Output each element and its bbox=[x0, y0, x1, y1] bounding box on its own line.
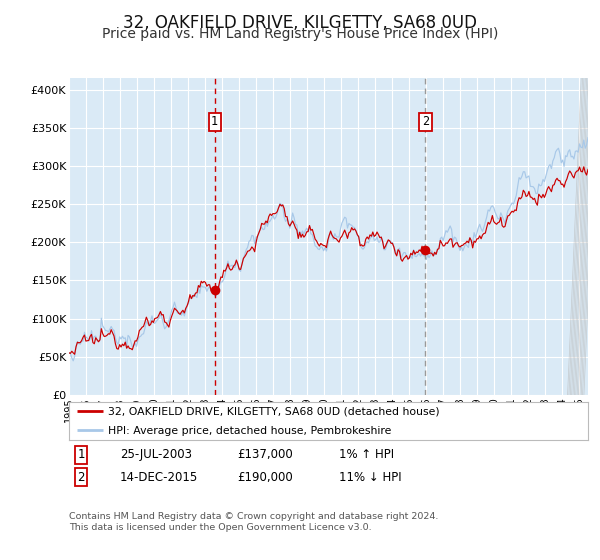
Text: 25-JUL-2003: 25-JUL-2003 bbox=[120, 448, 192, 461]
Text: HPI: Average price, detached house, Pembrokeshire: HPI: Average price, detached house, Pemb… bbox=[108, 426, 391, 436]
Text: 1: 1 bbox=[211, 115, 218, 128]
Text: 2: 2 bbox=[422, 115, 429, 128]
Text: Contains HM Land Registry data © Crown copyright and database right 2024.
This d: Contains HM Land Registry data © Crown c… bbox=[69, 512, 439, 532]
Text: 11% ↓ HPI: 11% ↓ HPI bbox=[339, 470, 401, 484]
Text: 32, OAKFIELD DRIVE, KILGETTY, SA68 0UD: 32, OAKFIELD DRIVE, KILGETTY, SA68 0UD bbox=[123, 14, 477, 32]
Text: 1% ↑ HPI: 1% ↑ HPI bbox=[339, 448, 394, 461]
Text: 2: 2 bbox=[77, 470, 85, 484]
Text: Price paid vs. HM Land Registry's House Price Index (HPI): Price paid vs. HM Land Registry's House … bbox=[102, 27, 498, 41]
Text: 32, OAKFIELD DRIVE, KILGETTY, SA68 0UD (detached house): 32, OAKFIELD DRIVE, KILGETTY, SA68 0UD (… bbox=[108, 407, 440, 417]
Text: 1: 1 bbox=[77, 448, 85, 461]
Text: £190,000: £190,000 bbox=[237, 470, 293, 484]
Text: 14-DEC-2015: 14-DEC-2015 bbox=[120, 470, 198, 484]
Text: £137,000: £137,000 bbox=[237, 448, 293, 461]
